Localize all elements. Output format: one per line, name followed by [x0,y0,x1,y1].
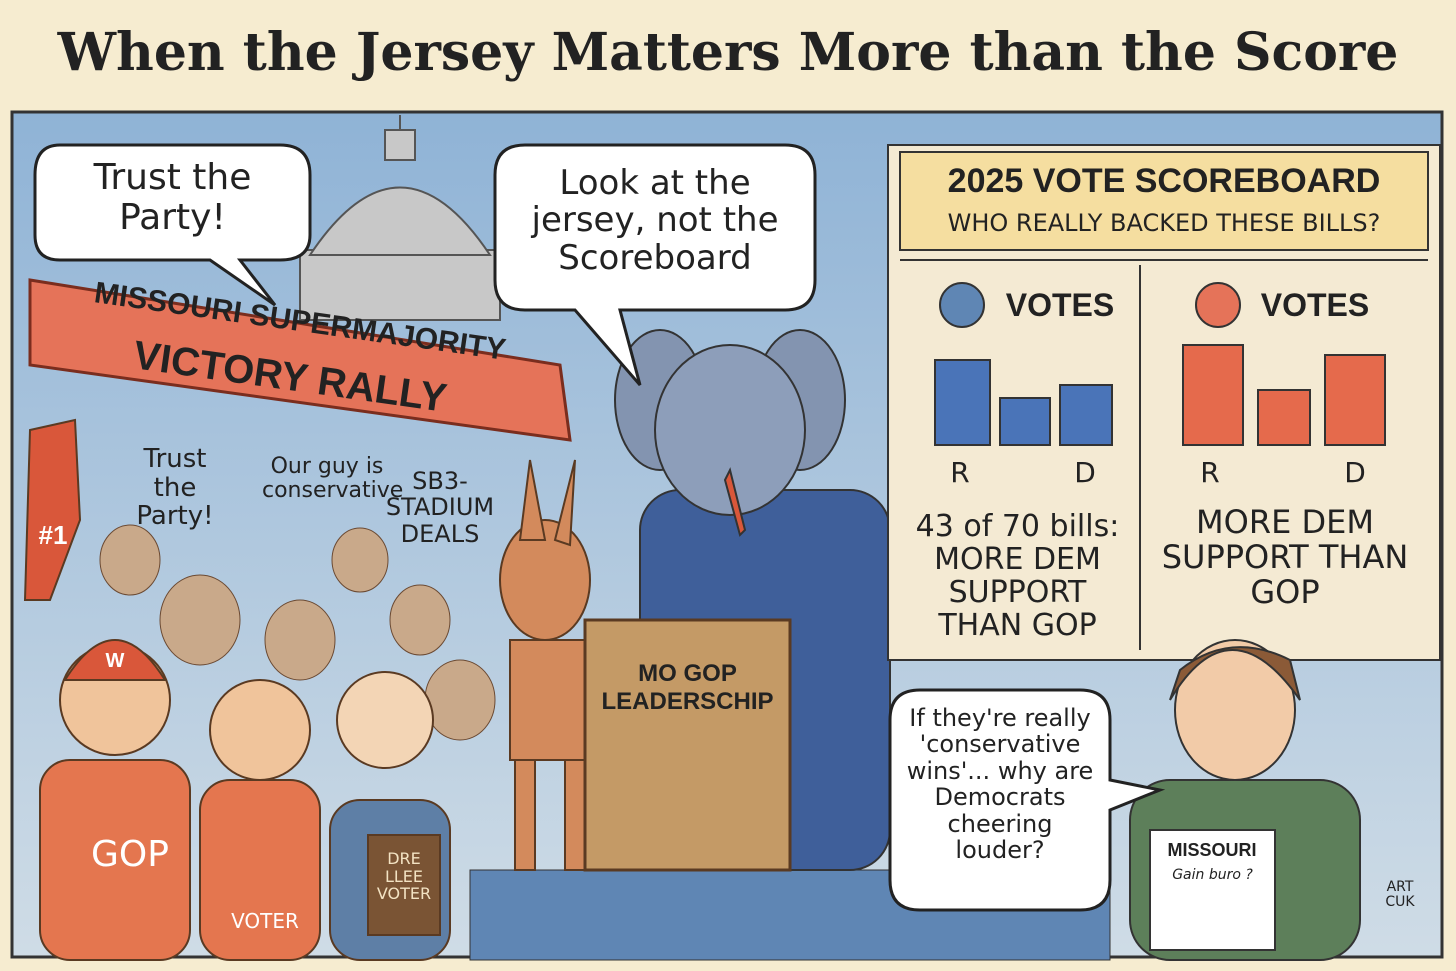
signature: ART CUK [1385,879,1415,911]
label: D [1074,456,1096,489]
bubble-text: Trust the Party! [93,157,252,238]
banner [28,278,572,442]
donkey [499,459,591,871]
scoreboard [887,144,1441,661]
note: 43 of 70 bills: MORE DEM SUPPORT THAN GO… [915,509,1120,643]
book-label: DRE LLEE VOTER [376,849,432,904]
bubble-text: If they're really 'conservative wins'...… [906,704,1094,864]
label: R [950,456,970,489]
fans [23,418,451,961]
heading: VOTES [1260,287,1370,323]
scoreboard-title: 2025 VOTE SCOREBOARD [947,162,1381,200]
label: D [1344,456,1366,489]
paper-title: MISSOURI [1167,840,1257,860]
finger-label: #1 [38,520,68,550]
scoreboard-subtitle: WHO REALLY BACKED THESE BILLS? [947,209,1381,237]
crowd [99,524,496,741]
sign: Our guy is conservative [262,454,404,504]
note: MORE DEM SUPPORT THAN GOP [1161,503,1409,612]
sign: SB3- STADIUM DEALS [385,467,495,548]
podium [583,618,792,872]
shirt-label: GOP [91,834,169,875]
title: When the Jersey Matters More than the Sc… [57,22,1399,83]
speech-bubbles [33,143,1166,912]
label: R [1200,456,1220,489]
capitol [299,115,501,321]
paper-line: Gain buro ? [1172,867,1253,883]
woman [1129,639,1361,961]
bubble-text: Look at the jersey, not the Scoreboard [531,163,779,278]
heading: VOTES [1005,287,1115,323]
hat-label: W [105,650,125,672]
sign: Trust the Party! [136,444,214,532]
podium-label: MO GOP LEADERSCHIP [601,660,774,715]
shirt-label: VOTER [231,909,299,933]
